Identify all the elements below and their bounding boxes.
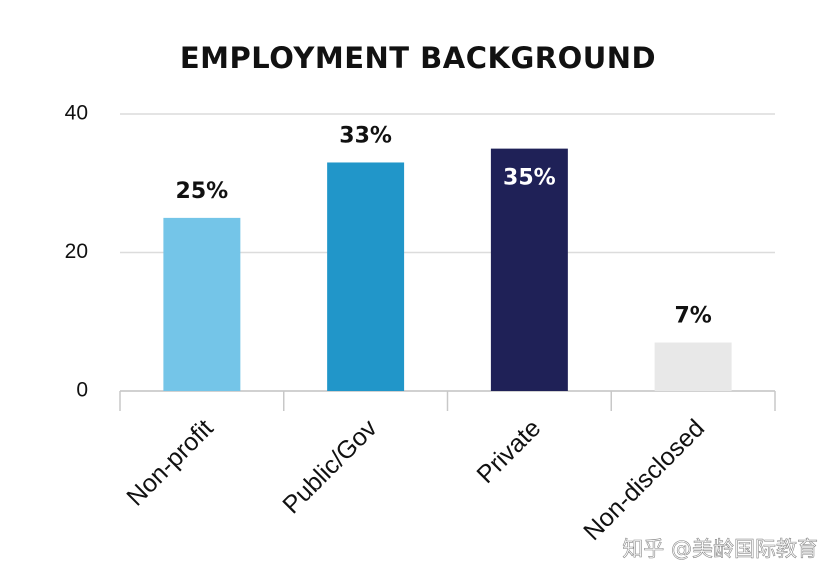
- value-label: 25%: [176, 179, 229, 204]
- x-tick-label: Private: [471, 414, 546, 489]
- bar: [490, 148, 568, 391]
- bar: [327, 162, 405, 391]
- value-label: 35%: [503, 166, 556, 191]
- x-tick-label: Non-disclosed: [578, 414, 710, 546]
- y-tick-label: 0: [76, 379, 88, 402]
- x-tick-label: Public/Gov: [277, 414, 383, 520]
- y-tick-label: 20: [65, 240, 88, 263]
- value-label: 7%: [674, 304, 711, 329]
- bar: [654, 342, 732, 391]
- value-label: 33%: [339, 123, 392, 148]
- chart-title: EMPLOYMENT BACKGROUND: [180, 41, 656, 75]
- watermark: 知乎 @美龄国际教育: [622, 537, 818, 561]
- x-tick-label: Non-profit: [121, 414, 218, 511]
- bar: [163, 217, 241, 391]
- y-tick-label: 40: [65, 102, 88, 125]
